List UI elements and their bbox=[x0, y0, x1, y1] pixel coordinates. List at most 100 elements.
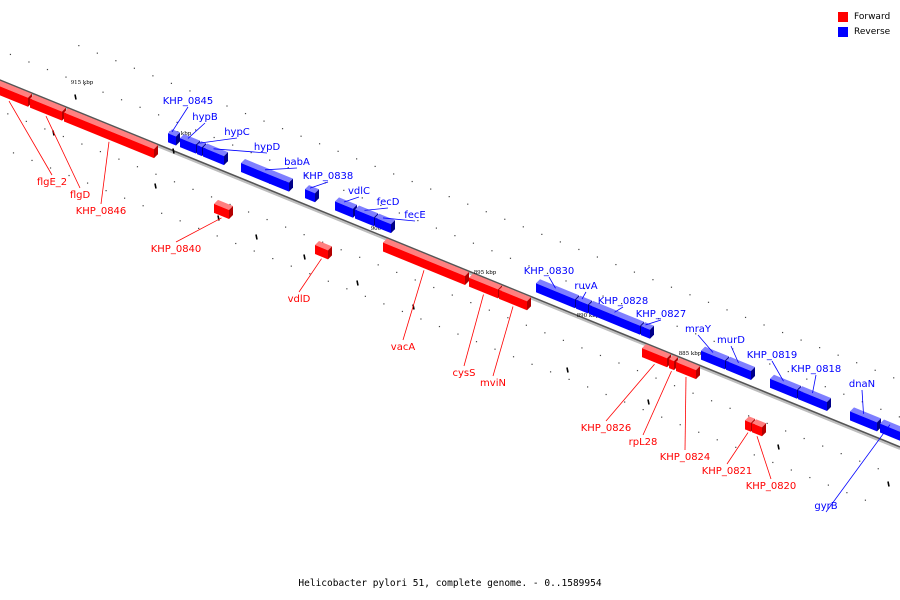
KHP_0840-label: KHP_0840 bbox=[151, 244, 202, 255]
gyrB-leader bbox=[825, 424, 891, 513]
guide-dot bbox=[509, 257, 512, 259]
ruvA-leader bbox=[581, 291, 587, 300]
KHP_0840-gene-top bbox=[214, 199, 233, 210]
guide-dot bbox=[636, 369, 639, 372]
KHP_0818-gene bbox=[798, 390, 827, 411]
cysS-gene-top bbox=[469, 273, 502, 290]
guide-dot bbox=[414, 279, 416, 281]
guide-dot bbox=[189, 90, 191, 92]
major-dash bbox=[154, 183, 157, 189]
hypD-label: hypD bbox=[254, 142, 281, 153]
guide-dot bbox=[670, 286, 673, 288]
guide-dot bbox=[735, 446, 737, 448]
dnaN-label: dnaN bbox=[849, 379, 875, 390]
major-dash bbox=[566, 367, 569, 373]
guide-dot bbox=[96, 52, 98, 54]
guide-dot bbox=[491, 250, 493, 252]
guide-dot bbox=[155, 173, 157, 175]
rpL28-gene-top bbox=[669, 355, 678, 362]
KHP_0846-label: KHP_0846 bbox=[76, 206, 127, 217]
guide-dot bbox=[152, 75, 154, 77]
mviN-label: mviN bbox=[480, 378, 506, 389]
vdlD-leader bbox=[298, 258, 322, 293]
ruvA-gene bbox=[576, 299, 588, 314]
axis-line bbox=[0, 79, 900, 448]
major-dash bbox=[303, 254, 306, 260]
guide-dot bbox=[364, 295, 366, 297]
babA-gene-top bbox=[241, 159, 293, 183]
guide-dot bbox=[133, 67, 135, 69]
tick-label: 910 kbp bbox=[169, 131, 192, 137]
guide-dot bbox=[226, 105, 228, 107]
guide-dot bbox=[581, 347, 583, 349]
KHP_0845-gene-side bbox=[176, 132, 180, 146]
major-dash bbox=[74, 94, 77, 100]
guide-dot bbox=[470, 302, 472, 304]
vdlC-gene-top bbox=[335, 197, 357, 209]
guide-dot bbox=[253, 250, 255, 252]
guide-dot bbox=[28, 61, 30, 63]
guide-dot bbox=[565, 280, 567, 282]
KHP_0838-gene-side bbox=[315, 189, 319, 203]
guide-dot bbox=[86, 182, 89, 184]
guide-dot bbox=[485, 211, 487, 213]
guide-dot bbox=[874, 369, 876, 371]
legend-reverse: Reverse bbox=[838, 24, 890, 39]
guide-dot bbox=[599, 354, 602, 357]
guide-dot bbox=[411, 180, 413, 183]
KHP_0840-leader bbox=[175, 217, 222, 243]
flgE_2-gene bbox=[0, 86, 28, 107]
vacA-gene-top bbox=[383, 238, 469, 276]
guide-dot bbox=[290, 265, 292, 267]
KHP_0827-gene bbox=[641, 326, 650, 339]
murD-gene-top bbox=[726, 356, 755, 371]
guide-dot bbox=[726, 309, 728, 311]
babA-label: babA bbox=[284, 157, 310, 168]
tick-label: 895 kbp bbox=[474, 270, 497, 276]
KHP_0845-label: KHP_0845 bbox=[163, 96, 214, 107]
major-dash bbox=[356, 280, 359, 286]
guide-dot bbox=[430, 188, 432, 190]
guide-dot bbox=[78, 45, 80, 47]
fecD-leader bbox=[364, 207, 389, 211]
guide-dot bbox=[676, 325, 678, 327]
guide-dot bbox=[361, 197, 363, 199]
mviN-leader bbox=[492, 306, 514, 377]
guide-dot bbox=[303, 234, 305, 236]
fecE-gene-side bbox=[391, 220, 395, 234]
guide-dot bbox=[549, 371, 552, 373]
guide-dot bbox=[512, 356, 515, 358]
guide-dot bbox=[859, 460, 861, 462]
vdlC-leader bbox=[343, 196, 360, 203]
KHP_0827-leader bbox=[645, 319, 662, 326]
guide-dot bbox=[207, 97, 210, 100]
guide-dot bbox=[488, 309, 490, 311]
guide-dot bbox=[689, 294, 691, 296]
guide-dot bbox=[420, 318, 422, 320]
guide-dot bbox=[300, 135, 302, 137]
guide-dot bbox=[247, 211, 250, 213]
vdlD-label: vdlD bbox=[288, 294, 311, 305]
guide-dot bbox=[142, 205, 144, 207]
guide-dot bbox=[306, 174, 308, 176]
dnaN-gene bbox=[850, 411, 877, 432]
guide-dot bbox=[806, 378, 808, 380]
guide-dot bbox=[49, 167, 52, 169]
dnaN-leader bbox=[861, 389, 864, 414]
major-dash bbox=[777, 444, 780, 450]
guide-dot bbox=[9, 53, 12, 56]
guide-dot bbox=[837, 354, 839, 356]
guide-dot bbox=[359, 256, 361, 258]
KHP_0818-gene-top bbox=[798, 386, 831, 402]
KHP_0838-label: KHP_0838 bbox=[303, 171, 354, 182]
guide-dot bbox=[472, 242, 475, 244]
guide-dot bbox=[596, 256, 598, 258]
hypB-leader bbox=[187, 122, 206, 139]
guide-dot bbox=[356, 158, 358, 160]
KHP_0820-gene-side bbox=[762, 423, 766, 437]
KHP_0824-label: KHP_0824 bbox=[660, 452, 711, 463]
guide-dot bbox=[118, 158, 120, 160]
guide-dot bbox=[633, 271, 636, 273]
guide-dot bbox=[522, 226, 524, 228]
guide-dot bbox=[46, 68, 49, 71]
